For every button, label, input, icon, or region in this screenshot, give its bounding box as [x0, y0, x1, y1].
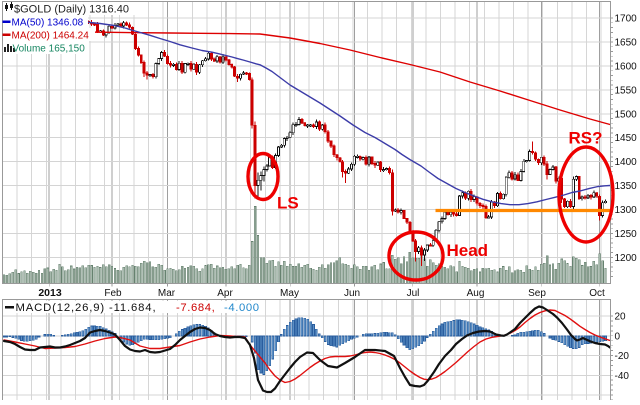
svg-text:1300: 1300	[615, 205, 638, 216]
svg-text:0: 0	[615, 332, 621, 343]
svg-text:1200: 1200	[615, 253, 638, 264]
svg-text:MA(50) 1346.08: MA(50) 1346.08	[12, 18, 84, 29]
svg-text:1650: 1650	[615, 37, 638, 48]
svg-text:Jul: Jul	[407, 288, 420, 299]
svg-text:-20: -20	[615, 351, 630, 362]
svg-text:Head: Head	[447, 241, 489, 260]
svg-text:MA(200) 1464.24: MA(200) 1464.24	[12, 31, 90, 42]
svg-text:Aug: Aug	[467, 288, 485, 299]
svg-text:20: 20	[615, 312, 627, 323]
svg-text:Sep: Sep	[528, 288, 546, 299]
svg-text:Feb: Feb	[104, 288, 122, 299]
svg-text:2013: 2013	[38, 287, 62, 299]
svg-text:1250: 1250	[615, 229, 638, 240]
svg-text:Oct: Oct	[589, 288, 605, 299]
svg-text:Mar: Mar	[158, 288, 176, 299]
svg-text:$GOLD (Daily) 1316.40: $GOLD (Daily) 1316.40	[14, 4, 129, 16]
svg-text:-7.684,: -7.684,	[176, 302, 215, 314]
svg-text:Volume 165,150: Volume 165,150	[13, 44, 86, 55]
svg-text:-4.000: -4.000	[224, 302, 260, 314]
svg-text:Apr: Apr	[217, 288, 233, 299]
svg-text:1500: 1500	[615, 109, 638, 120]
svg-text:1400: 1400	[615, 157, 638, 168]
svg-text:LS: LS	[277, 194, 299, 213]
svg-text:1450: 1450	[615, 133, 638, 144]
svg-text:May: May	[280, 288, 299, 299]
svg-text:1700: 1700	[615, 14, 638, 25]
svg-text:MACD(12,26,9) -11.684,: MACD(12,26,9) -11.684,	[16, 302, 157, 314]
svg-text:1600: 1600	[615, 61, 638, 72]
svg-text:-40: -40	[615, 371, 630, 382]
svg-text:RS?: RS?	[569, 129, 603, 148]
svg-text:1350: 1350	[615, 181, 638, 192]
svg-text:1550: 1550	[615, 85, 638, 96]
svg-text:Jun: Jun	[344, 288, 360, 299]
